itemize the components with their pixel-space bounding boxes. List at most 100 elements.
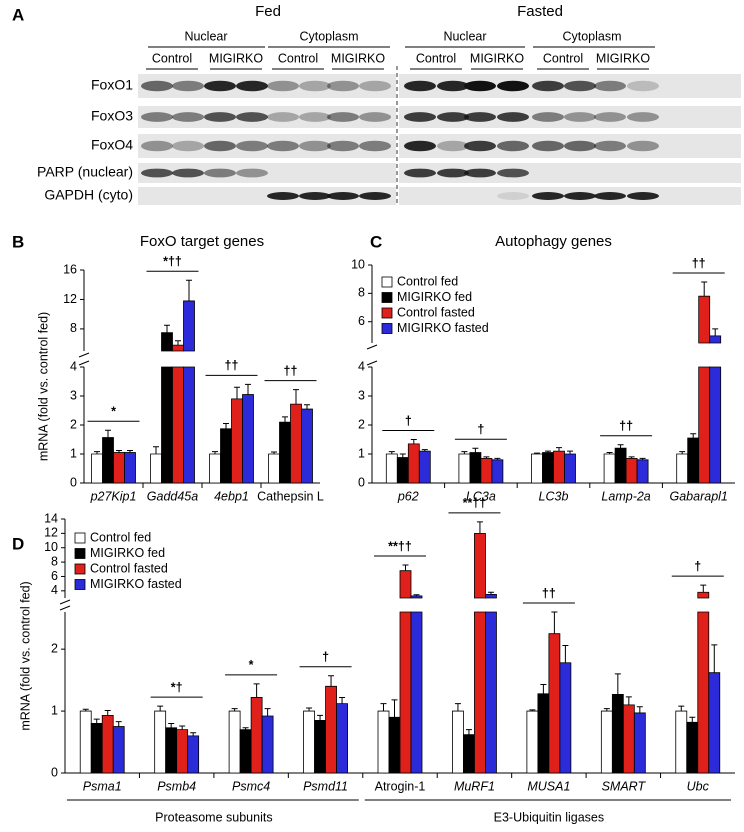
legend-label: Control fasted <box>397 305 475 319</box>
bar <box>279 421 291 484</box>
band <box>404 112 436 122</box>
band <box>464 140 496 152</box>
x-tick-label: MUSA1 <box>527 779 570 793</box>
band <box>359 192 391 200</box>
bar <box>161 332 173 484</box>
error-bar <box>168 722 175 728</box>
significance-label: †† <box>619 419 633 433</box>
band <box>594 140 626 152</box>
error-bar <box>223 423 229 429</box>
error-bar <box>388 451 395 454</box>
bar <box>79 710 92 774</box>
y-tick-label: 10 <box>351 257 365 271</box>
y-tick-label: 3 <box>70 388 77 402</box>
error-bar <box>461 451 468 454</box>
error-bar <box>534 452 540 454</box>
x-tick-label: Ubc <box>687 779 710 793</box>
error-bar <box>690 433 697 439</box>
error-bar <box>639 457 646 460</box>
y-tick-label: 8 <box>51 554 58 568</box>
panel-letter: B <box>12 232 24 251</box>
legend-swatch <box>74 548 86 559</box>
band <box>327 192 359 200</box>
band <box>437 168 469 178</box>
bar <box>113 452 125 484</box>
error-bar <box>186 279 192 301</box>
panel-letter: C <box>370 232 382 251</box>
error-bar <box>380 703 387 712</box>
bar <box>183 300 195 484</box>
legend-label: Control fed <box>90 530 151 544</box>
band <box>327 112 359 122</box>
bar <box>268 453 280 484</box>
x-tick-label: MuRF1 <box>454 779 495 793</box>
band <box>564 80 596 92</box>
band <box>464 112 496 122</box>
y-tick-label: 12 <box>63 292 77 306</box>
bar <box>150 453 162 484</box>
bar <box>709 335 722 484</box>
error-bar <box>306 707 313 712</box>
legend-label: MIGIRKO fed <box>90 546 165 560</box>
error-bar <box>614 673 621 695</box>
error-bar <box>231 708 238 712</box>
error-bar <box>105 429 111 438</box>
legend-label: Control fasted <box>90 561 168 575</box>
fraction-label: Nuclear <box>443 29 486 43</box>
error-bar <box>701 281 708 297</box>
band <box>564 112 596 122</box>
error-bar <box>551 611 558 634</box>
significance-label: *†† <box>163 255 182 269</box>
x-tick-label: Psmb4 <box>157 779 196 793</box>
bar <box>176 729 189 774</box>
fraction-label: Cytoplasm <box>299 29 358 43</box>
bar <box>314 719 326 774</box>
error-bar <box>164 324 170 333</box>
bar <box>542 452 554 484</box>
band <box>497 192 529 200</box>
row-label: PARP (nuclear) <box>37 164 133 180</box>
band <box>532 112 564 122</box>
error-bar <box>317 714 324 721</box>
legend-swatch <box>381 307 393 319</box>
legend-label: MIGIRKO fasted <box>90 577 182 591</box>
bar <box>172 344 184 484</box>
x-tick-label: Gabarapl1 <box>670 489 728 503</box>
significance-label: † <box>477 422 484 436</box>
band <box>172 168 204 178</box>
error-bar <box>689 716 696 723</box>
x-tick-label: Lamp-2a <box>601 489 650 503</box>
error-bar <box>82 708 89 712</box>
bar <box>165 727 178 774</box>
bar <box>564 453 576 484</box>
condition-label: Fasted <box>517 3 563 20</box>
genotype-label: MIGIRKO <box>596 51 650 65</box>
band <box>464 80 496 92</box>
bar <box>633 712 646 774</box>
group-label: E3-Ubiquitin ligases <box>494 810 604 824</box>
band <box>236 80 268 92</box>
panel-letter: A <box>12 5 24 24</box>
bar <box>242 394 254 484</box>
bar <box>603 453 616 484</box>
error-bar <box>413 594 420 596</box>
fraction-label: Cytoplasm <box>562 29 621 43</box>
band <box>594 80 626 92</box>
bar <box>469 452 482 484</box>
bar <box>90 723 103 774</box>
error-bar <box>212 451 218 454</box>
band <box>532 80 564 92</box>
bar <box>676 453 689 484</box>
band <box>564 140 596 152</box>
axis-break <box>366 344 378 350</box>
error-bar <box>339 696 346 704</box>
x-tick-label: p27Kip1 <box>90 489 137 503</box>
error-bar <box>465 729 472 735</box>
error-bar <box>245 383 251 395</box>
y-tick-label: 12 <box>44 526 58 540</box>
bar <box>614 447 627 484</box>
band <box>299 112 331 122</box>
band <box>627 140 659 152</box>
bar <box>102 437 114 484</box>
band <box>236 168 268 178</box>
